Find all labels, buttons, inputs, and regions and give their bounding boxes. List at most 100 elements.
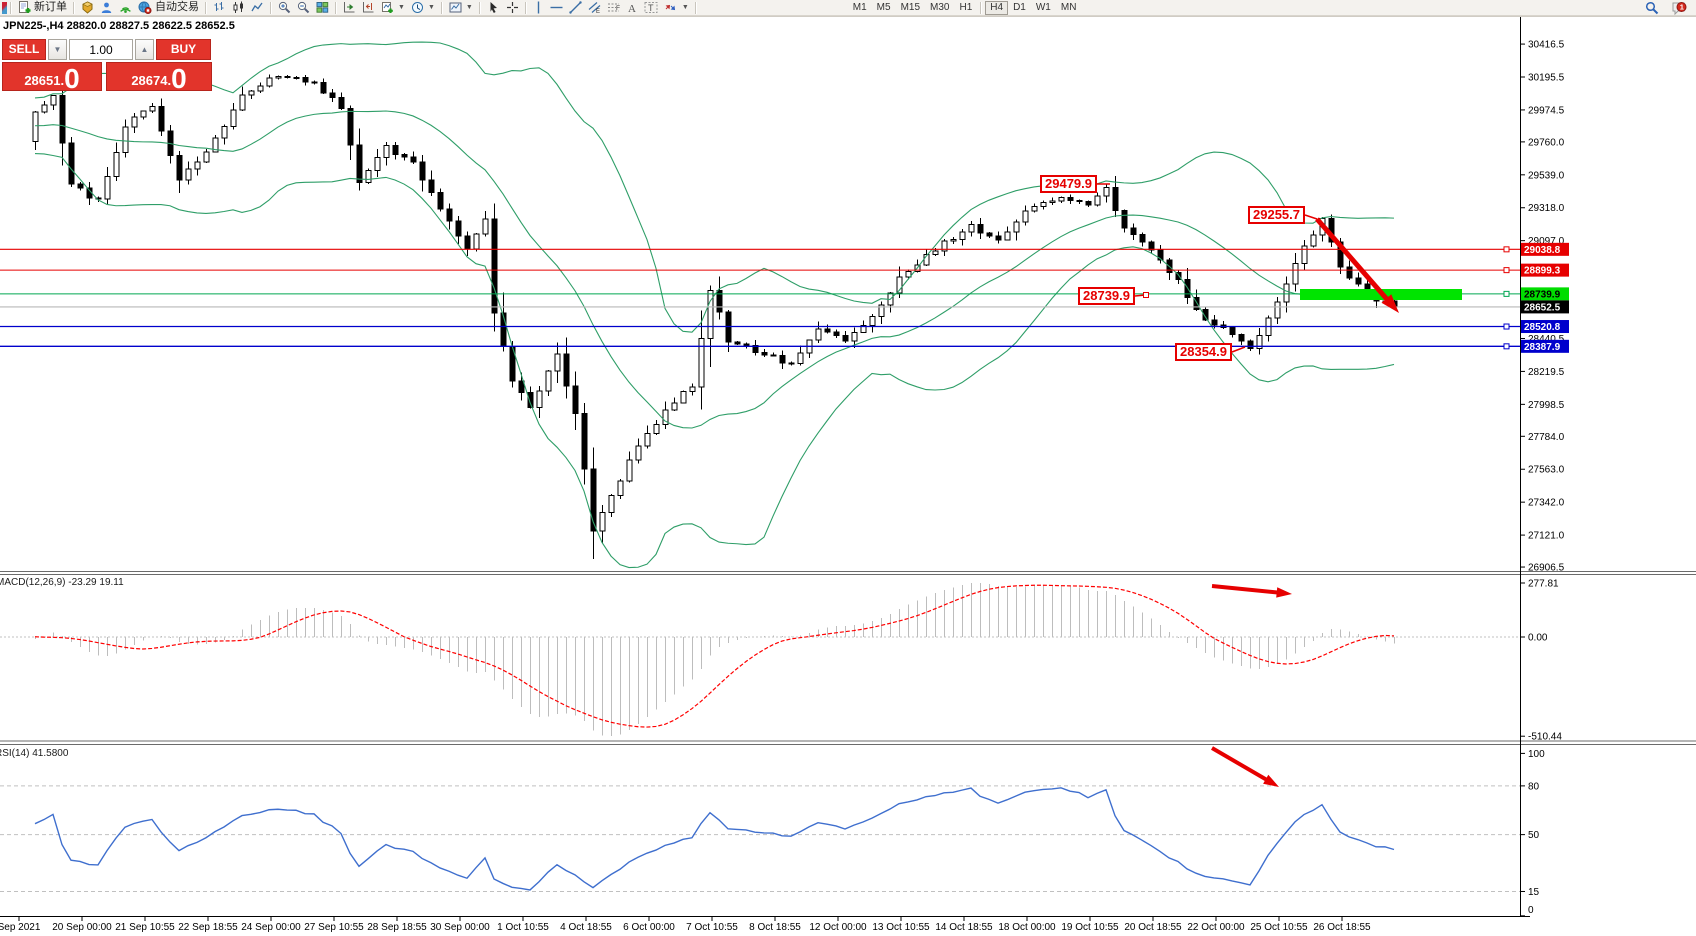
vertical-line-button[interactable] [530,0,547,15]
auto-scroll-icon [344,2,355,13]
time-tick-label: 14 Oct 18:55 [935,922,993,933]
time-tick-label: 21 Sep 10:55 [115,922,175,933]
candle-body [896,276,903,294]
candle-body [491,218,498,314]
timeframe-m15[interactable]: M15 [896,1,925,15]
candle-body [1211,319,1218,326]
price-callout[interactable]: 28354.9 [1175,343,1232,361]
line-chart-button[interactable] [248,0,267,15]
timeframe-d1[interactable]: D1 [1008,1,1031,15]
toolbar-separator [694,1,697,14]
annotation-arrow [1210,746,1272,784]
volume-decrease-button[interactable]: ▼ [48,39,67,60]
time-tick-label: 20 Sep 00:00 [52,922,112,933]
timeframe-m1[interactable]: M1 [848,1,872,15]
trendline-icon [569,1,582,14]
candle-body [833,331,840,336]
candle-body [644,433,651,447]
text-label-button[interactable]: T [641,0,661,15]
search-button[interactable] [1642,0,1662,15]
timeframe-m5[interactable]: M5 [872,1,896,15]
price-tick-label: 27342.0 [1528,498,1565,509]
candle-body [140,110,147,118]
volume-increase-button[interactable]: ▲ [135,39,154,60]
price-tick-label: 27563.0 [1528,465,1565,476]
candle-body [59,95,66,144]
price-callout[interactable]: 28739.9 [1078,287,1135,305]
new-chart-button[interactable]: ▼ [378,0,408,15]
period-clock-button[interactable]: ▼ [408,0,438,15]
time-tick-label: Sep 2021 [0,922,41,933]
price-level-chip [1521,339,1569,353]
community-button[interactable] [97,0,116,15]
notifications-button[interactable]: 1 [1668,0,1690,15]
fibonacci-button[interactable]: F [604,0,623,15]
price-callout[interactable]: 29255.7 [1248,206,1305,224]
rsi-pane [0,746,1520,892]
candle-body [266,77,273,87]
cursor-button[interactable] [484,0,503,15]
candle-body [1103,187,1110,197]
buy-price-big-digit: 0 [171,63,187,94]
time-tick-label: 4 Oct 18:55 [560,922,612,933]
candle-body [1139,233,1146,243]
timeframe-mn[interactable]: MN [1056,1,1082,15]
time-tick-label: 25 Oct 10:55 [1250,922,1308,933]
chart-shift-button[interactable] [359,0,378,15]
candle-body [311,81,318,84]
bar-chart-button[interactable] [210,0,229,15]
sell-button[interactable]: SELL [2,39,46,60]
annotation-arrowhead [1276,587,1292,598]
crosshair-button[interactable] [503,0,522,15]
candle-body [212,137,219,153]
timeframe-h1[interactable]: H1 [954,1,977,15]
candle-body [194,161,201,170]
timeframe-w1[interactable]: W1 [1031,1,1056,15]
tile-windows-icon [316,2,329,13]
price-level-chip-label: 28387.9 [1524,342,1561,353]
zoom-in-button[interactable] [275,0,294,15]
autotrading-button[interactable]: 自动交易 [135,0,202,15]
rsi-tick-label: 100 [1528,749,1545,760]
channel-button[interactable]: E [585,0,604,15]
candle-body [437,191,444,210]
toolbar-separator [524,1,527,14]
cube-icon [82,1,93,14]
price-tick-label: 29974.5 [1528,105,1565,116]
candle-body [1094,195,1101,206]
price-callout[interactable]: 29479.9 [1040,175,1097,193]
signal-button[interactable] [116,0,135,15]
candlestick-button[interactable] [229,0,248,15]
horizontal-line-button[interactable] [547,0,566,15]
timeframe-h4[interactable]: H4 [985,0,1009,15]
volume-input[interactable] [69,39,133,60]
svg-text:A: A [628,3,636,14]
zoom-out-button[interactable] [294,0,313,15]
sell-price-tile[interactable]: 28651. 0 [2,62,102,93]
timeframe-m30[interactable]: M30 [925,1,954,15]
price-level-chip-label: 28899.3 [1524,266,1561,277]
text-button[interactable]: A [623,0,641,15]
tile-windows-button[interactable] [313,0,332,15]
signal-icon [120,7,131,13]
candle-body [1346,266,1353,279]
trendline-button[interactable] [566,0,585,15]
auto-scroll-button[interactable] [340,0,359,15]
price-level-chip [1521,300,1569,314]
buy-button[interactable]: BUY [156,39,211,60]
time-tick-label: 30 Sep 00:00 [430,922,490,933]
template-button[interactable]: ▼ [446,0,476,15]
buy-price-tile[interactable]: 28674. 0 [106,62,212,94]
text-label-icon: T [644,2,658,13]
new-order-button[interactable]: 新订单 [15,0,70,15]
candle-body [122,126,129,154]
price-tick-label: 29760.0 [1528,137,1565,148]
trade-controls-row: SELL ▼ ▲ BUY [2,39,214,60]
arrows-button[interactable]: ▼ [661,0,692,15]
clipped-toolbar-icon[interactable] [2,1,7,14]
candle-body [383,144,390,158]
time-tick-label: 7 Oct 10:55 [686,922,738,933]
toolbar-separator [478,1,481,14]
market-cube-button[interactable] [78,0,97,15]
